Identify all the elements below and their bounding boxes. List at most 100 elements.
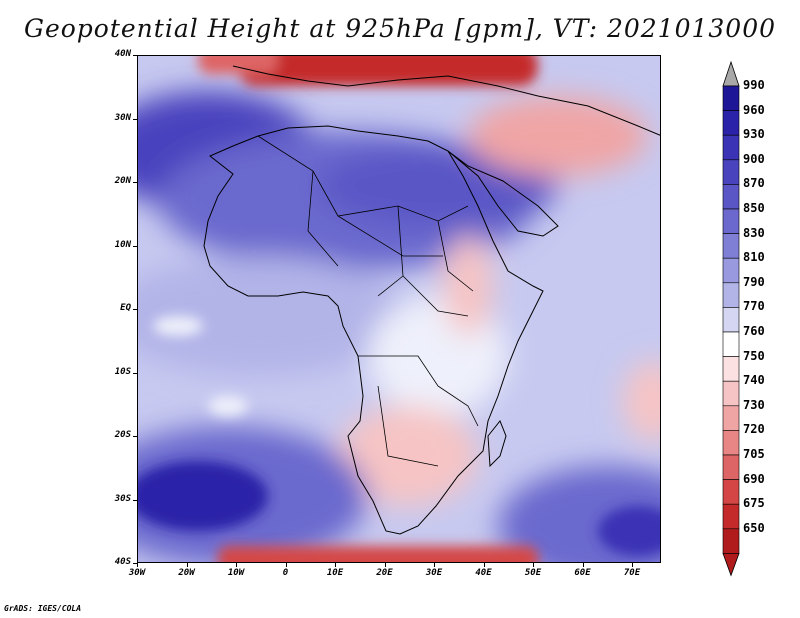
lat-tick-mark [133, 55, 137, 56]
colorbar-level-label: 690 [743, 471, 765, 486]
gulf-guinea-low [208, 396, 248, 416]
colorbar-level-label: 960 [743, 102, 765, 117]
lat-tick-label: 30S [114, 493, 131, 504]
colorbar-swatch [722, 282, 740, 308]
arabia-low [468, 96, 648, 176]
colorbar-level-label: 830 [743, 225, 765, 240]
national-borders [257, 135, 479, 467]
lat-tick-mark [133, 499, 137, 501]
lon-tick-mark [384, 563, 386, 567]
colorbar-swatch [722, 208, 740, 234]
lon-tick-mark [186, 563, 188, 567]
colorbar-level-label: 705 [743, 447, 765, 461]
iberia-low [198, 56, 278, 74]
colorbar-level-label: 740 [743, 373, 765, 388]
colorbar-level-label: 650 [743, 520, 765, 535]
lon-tick-label: 70E [623, 568, 641, 578]
lon-tick-mark [582, 563, 584, 567]
colorbar-level-label: 810 [743, 250, 765, 265]
lat-tick-mark [133, 245, 137, 247]
colorbar-max-arrow [722, 60, 740, 87]
rift-low [443, 236, 493, 336]
lat-tick-mark [133, 118, 137, 120]
colorbar-level-label: 720 [743, 422, 765, 437]
mediterranean-coast [232, 65, 660, 136]
lon-tick-mark [483, 563, 485, 567]
colorbar-swatch [722, 134, 740, 161]
colorbar-level-label: 770 [743, 299, 765, 314]
colorbar-swatch [722, 110, 740, 136]
kalahari-low [338, 406, 478, 506]
colorbar-swatch [722, 307, 740, 333]
lon-tick-mark [236, 563, 237, 567]
colorbar-level-label: 930 [743, 127, 765, 142]
colorbar-swatch [722, 405, 740, 431]
colorbar-level-label: 760 [743, 324, 765, 338]
lat-tick-label: 20S [114, 430, 131, 440]
colorbar-swatch [722, 479, 740, 505]
colorbar-swatch [722, 257, 740, 284]
lat-tick-label: 30N [114, 112, 131, 123]
map-title: Geopotential Height at 925hPa [gpm], VT:… [23, 14, 777, 43]
colorbar-level-label: 990 [743, 78, 765, 92]
coastlines [203, 65, 660, 535]
colorbar-level-label: 900 [743, 151, 765, 166]
colorbar-swatch [722, 454, 740, 480]
south-atlantic-core [138, 461, 268, 531]
lat-tick-mark [133, 309, 137, 310]
lat-tick-mark [133, 372, 137, 374]
lat-tick-label: EQ [120, 303, 131, 313]
lon-tick-mark [137, 563, 138, 567]
map-panel[interactable] [137, 55, 661, 563]
lon-tick-label: 30W [128, 568, 146, 578]
colorbar-level-label: 870 [743, 176, 765, 191]
arabia-outline [447, 150, 559, 237]
indian-ocean-low [623, 361, 660, 441]
colorbar-swatch [722, 528, 740, 554]
lon-tick-label: 20E [376, 568, 393, 578]
lon-tick-label: 10W [227, 568, 245, 578]
colorbar-level-label: 850 [743, 201, 765, 215]
colorbar-swatch [722, 85, 740, 111]
africa-outline [203, 125, 544, 535]
colorbar-min-arrow [722, 553, 740, 577]
lat-tick-label: 20N [114, 176, 131, 186]
colorbar-level-label: 730 [743, 397, 765, 412]
lon-tick-mark [632, 563, 633, 567]
height-field-map [138, 56, 660, 562]
lat-tick-label: 10S [114, 366, 131, 377]
colorbar-level-label: 675 [743, 496, 765, 511]
tropical-band [138, 256, 408, 376]
lat-tick-mark [133, 182, 137, 183]
lon-tick-label: 0 [282, 568, 289, 578]
colorbar-swatch [722, 356, 740, 382]
colorbar-swatch [722, 233, 740, 259]
colorbar-swatch [722, 503, 740, 530]
atlantic-low-patch [153, 316, 203, 336]
indian-ocean-core [598, 506, 660, 556]
lon-tick-label: 10E [326, 568, 344, 578]
colorbar-level-label: 750 [743, 348, 765, 363]
lon-tick-mark [335, 563, 336, 567]
lat-tick-label: 40S [114, 557, 131, 567]
colorbar-swatch [722, 430, 740, 456]
lon-tick-label: 50E [524, 568, 542, 578]
lat-tick-label: 10N [114, 239, 131, 250]
colorbar-swatch [722, 380, 740, 407]
lat-tick-label: 40N [114, 49, 131, 59]
lon-tick-mark [285, 563, 287, 567]
colorbar-level-label: 790 [743, 274, 765, 289]
lon-tick-label: 20W [178, 568, 195, 578]
lon-tick-label: 40E [475, 568, 492, 578]
colorbar-swatch [722, 184, 740, 210]
lon-tick-mark [533, 563, 534, 567]
grads-credit: GrADS: IGES/COLA [4, 604, 82, 613]
lon-tick-mark [434, 563, 435, 567]
lon-tick-label: 30E [425, 568, 443, 578]
lon-tick-label: 60E [574, 568, 591, 578]
colorbar-swatch [722, 159, 740, 185]
colorbar-swatch [722, 331, 740, 357]
madagascar-outline [487, 420, 507, 468]
lat-tick-mark [133, 436, 137, 437]
lat-tick-mark [133, 563, 137, 564]
